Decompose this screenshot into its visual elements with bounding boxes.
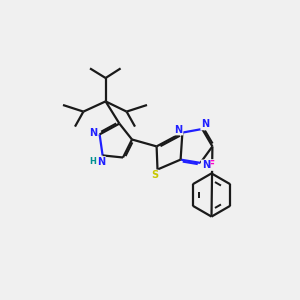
Text: N: N bbox=[97, 157, 105, 167]
Text: S: S bbox=[152, 170, 159, 181]
Text: N: N bbox=[201, 119, 209, 130]
Text: H: H bbox=[90, 158, 96, 166]
Text: N: N bbox=[202, 160, 210, 170]
Text: N: N bbox=[89, 128, 97, 138]
Text: F: F bbox=[208, 160, 215, 170]
Text: N: N bbox=[174, 124, 183, 135]
